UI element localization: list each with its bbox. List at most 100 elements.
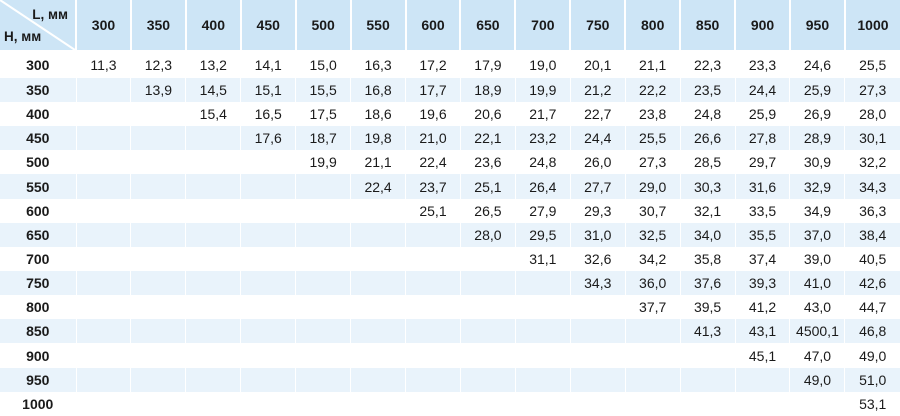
price-cell [185,150,242,175]
price-cell: 33,5 [735,198,791,223]
price-cell [76,271,132,296]
column-header: 850 [680,0,737,53]
price-cell: 29,5 [515,222,571,247]
price-cell: 43,1 [735,319,791,344]
price-cell: 32,6 [570,246,626,272]
row-header: 600 [0,198,77,223]
price-cell: 42,6 [844,271,900,296]
price-cell: 29,3 [570,198,626,223]
price-cell [515,271,571,296]
price-cell: 28,0 [844,102,900,127]
price-cell: 14,5 [185,77,242,103]
price-cell: 49,0 [844,343,900,368]
price-cell [460,367,516,392]
column-header: 350 [130,0,187,53]
price-cell [240,246,297,272]
price-cell: 39,0 [789,246,846,272]
price-cell [295,343,352,368]
price-cell: 21,1 [350,150,407,175]
price-cell: 17,5 [295,102,352,127]
price-cell [185,126,242,151]
price-cell: 22,1 [460,126,516,151]
price-cell: 4500,1 [789,319,846,344]
price-cell: 18,9 [460,77,516,103]
price-cell [130,198,187,223]
price-cell: 37,7 [625,295,681,320]
row-header: 650 [0,222,77,247]
price-cell [185,222,242,247]
table-row: 900 45,1 47,0 49,0 [0,343,900,368]
price-cell: 22,3 [680,51,736,78]
column-header: 650 [460,0,517,53]
price-cell: 24,8 [515,150,571,175]
price-cell [350,343,407,368]
price-cell [130,319,187,344]
row-header: 500 [0,150,77,175]
price-cell [625,319,681,344]
table-row: 800 37,7 39,5 41,2 43,0 44,7 [0,295,900,320]
price-cell [295,222,352,247]
price-cell [76,102,132,127]
price-cell [76,295,132,320]
price-cell [405,222,461,247]
price-cell [295,391,352,416]
price-cell: 19,8 [350,126,407,151]
price-cell [405,271,461,296]
table-header: L, мм H, мм 300 350 400 450 500 550 600 650 700 7… [0,0,900,53]
price-cell [130,174,187,199]
price-cell [76,391,132,416]
price-cell: 22,2 [625,77,681,103]
price-cell: 24,8 [680,102,736,127]
price-cell: 22,4 [350,174,407,199]
price-cell: 31,1 [515,246,571,272]
row-header: 350 [0,77,77,103]
price-cell: 37,0 [789,222,846,247]
price-cell [789,391,846,416]
price-cell [240,295,297,320]
price-cell [185,391,242,416]
price-cell [460,391,516,416]
price-cell [240,150,297,175]
table-row: 650 28,0 29,5 31,0 32,5 34,0 35,5 37,0 38,4 [0,222,900,247]
price-cell [185,271,242,296]
price-cell: 11,3 [76,51,132,78]
price-cell: 41,2 [735,295,791,320]
price-cell [570,343,626,368]
column-header: 550 [350,0,407,53]
price-cell [625,391,681,416]
price-cell [515,295,571,320]
price-cell [185,319,242,344]
price-cell: 20,1 [570,51,626,78]
price-cell: 19,0 [515,51,571,78]
price-cell: 19,9 [295,150,352,175]
column-header: 700 [515,0,572,53]
price-cell: 23,8 [625,102,681,127]
price-cell: 30,1 [844,126,900,151]
price-cell: 43,0 [789,295,846,320]
price-cell [130,391,187,416]
price-cell [350,367,407,392]
table-row: 600 25,1 26,5 27,9 29,3 30,7 32,1 33,5 34,9 36,3 [0,198,900,223]
price-cell [240,391,297,416]
column-header: 300 [76,0,132,53]
price-cell: 21,7 [515,102,571,127]
price-cell [680,367,736,392]
price-cell: 38,4 [844,222,900,247]
price-cell [185,343,242,368]
column-header: 750 [570,0,627,53]
price-cell [350,295,407,320]
price-cell: 16,8 [350,77,407,103]
price-cell [570,367,626,392]
table-row: 550 22,4 23,7 25,1 26,4 27,7 29,0 30,3 31,6 32,9 3… [0,174,900,199]
price-cell [350,198,407,223]
price-cell [130,343,187,368]
price-cell: 51,0 [844,367,900,392]
corner-h-label: H, мм [4,29,42,44]
price-cell [76,343,132,368]
price-cell: 19,9 [515,77,571,103]
price-cell [76,198,132,223]
price-cell [680,391,736,416]
price-cell [460,343,516,368]
price-cell: 15,0 [295,51,352,78]
price-cell [625,367,681,392]
